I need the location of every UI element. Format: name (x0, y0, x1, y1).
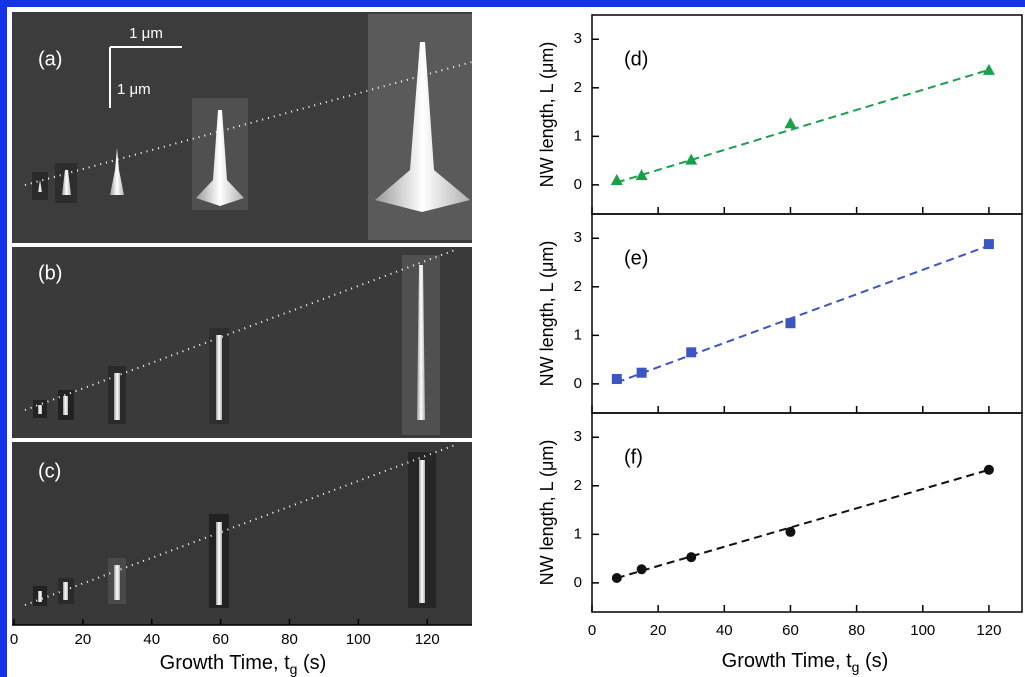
point (611, 374, 622, 385)
y-tick-label: 0 (574, 375, 582, 392)
x-tick-label: 60 (782, 622, 799, 639)
border-top (0, 0, 1025, 7)
point (983, 239, 994, 250)
panel-label: (f) (624, 446, 643, 468)
nanowire (216, 522, 222, 605)
panel-label: (d) (624, 48, 648, 70)
sem-images: 1 μm 1 μm (a) (b) (c) (12, 12, 473, 626)
y-tick-label: 3 (574, 229, 582, 246)
nanowire (63, 582, 68, 600)
point (610, 174, 623, 186)
y-tick-label: 2 (574, 477, 582, 494)
x-tick-label: 0 (588, 622, 596, 639)
point (983, 464, 994, 475)
y-axis-title: NW length, L (μm) (537, 241, 557, 387)
x-tick-label: 100 (910, 622, 935, 639)
point (636, 367, 647, 378)
fit-line (616, 244, 990, 384)
point (636, 564, 647, 575)
panel-label: (c) (38, 460, 61, 482)
x-axis-title-sub: g (852, 659, 860, 675)
x-axis-title-part: (s) (859, 650, 888, 672)
point (686, 347, 697, 358)
nanowire (419, 460, 425, 603)
x-axis-title: Growth Time, tg (s) (722, 650, 889, 674)
nanowire (216, 335, 222, 420)
x-tick-label: 100 (346, 631, 371, 648)
nanowire (38, 591, 42, 602)
x-tick-label: 0 (10, 631, 18, 648)
nanowire (114, 565, 120, 600)
plot-frame (591, 412, 1023, 613)
x-tick-label: 20 (650, 622, 667, 639)
point (611, 573, 622, 584)
x-tick-label: 120 (415, 631, 440, 648)
y-tick-label: 2 (574, 79, 582, 96)
border-left (0, 0, 7, 677)
y-axis-title: NW length, L (μm) (537, 440, 557, 586)
nanowire (62, 170, 71, 195)
x-tick-label: 60 (212, 631, 229, 648)
y-tick-label: 3 (574, 428, 582, 445)
x-axis-title-sub: g (290, 661, 298, 677)
point (686, 552, 697, 563)
nanowire (38, 180, 42, 192)
nanowire (114, 373, 120, 420)
x-tick-label: 40 (143, 631, 160, 648)
nanowire (375, 42, 470, 212)
nanowire (38, 405, 42, 414)
y-tick-label: 1 (574, 525, 582, 542)
sem-c (12, 442, 472, 625)
y-tick-label: 0 (574, 574, 582, 591)
nanowire (110, 148, 124, 195)
point (685, 153, 698, 165)
x-tick-label: 120 (976, 622, 1001, 639)
panel-label: (a) (38, 48, 62, 70)
x-tick-label: 80 (848, 622, 865, 639)
y-tick-label: 1 (574, 326, 582, 343)
panel-label: (b) (38, 262, 62, 284)
point (785, 526, 796, 537)
y-tick-label: 1 (574, 127, 582, 144)
x-axis-title-part: Growth Time, t (160, 652, 290, 674)
nanowire (196, 110, 244, 206)
x-axis-title-part: (s) (297, 652, 326, 674)
panel-label: (e) (624, 247, 648, 269)
x-tick-label: 20 (75, 631, 92, 648)
x-tick-label: 40 (716, 622, 733, 639)
point (785, 318, 796, 329)
x-axis-title-part: Growth Time, t (722, 650, 852, 672)
y-tick-label: 0 (574, 176, 582, 193)
point (982, 63, 995, 75)
nanowire (417, 265, 425, 420)
point (784, 117, 797, 129)
sem-b (12, 247, 472, 438)
x-axis-title: Growth Time, tg (s) (160, 652, 327, 676)
scale-label: 1 μm (117, 81, 151, 98)
y-axis-title: NW length, L (μm) (537, 42, 557, 188)
scale-label: 1 μm (129, 25, 163, 42)
y-tick-label: 3 (574, 30, 582, 47)
y-tick-label: 2 (574, 278, 582, 295)
x-tick-label: 80 (281, 631, 298, 648)
nanowire (63, 396, 68, 415)
point (635, 169, 648, 181)
